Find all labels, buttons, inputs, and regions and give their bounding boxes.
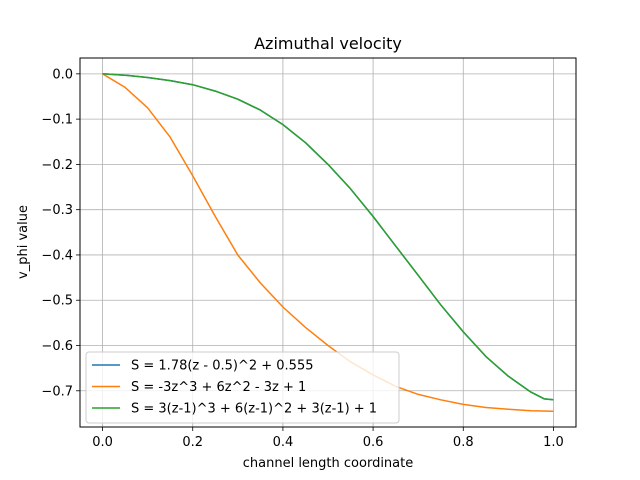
y-tick-label: −0.3 <box>41 203 73 218</box>
y-tick-label: −0.5 <box>41 294 73 309</box>
x-tick-label: 0.2 <box>182 435 203 450</box>
y-tick-label: −0.2 <box>41 158 73 173</box>
x-tick-label: 0.6 <box>363 435 384 450</box>
legend-label-2: S = -3z^3 + 6z^2 - 3z + 1 <box>131 380 306 395</box>
series-lines <box>102 73 554 412</box>
x-tick-label: 0.0 <box>92 435 113 450</box>
legend-label-1: S = 1.78(z - 0.5)^2 + 0.555 <box>131 359 314 374</box>
y-axis-ticks: 0.0 −0.1 −0.2 −0.3 −0.4 −0.5 −0.6 −0.7 <box>41 67 80 399</box>
chart-title: Azimuthal velocity <box>254 34 402 53</box>
x-tick-label: 0.8 <box>453 435 474 450</box>
series-line-3 <box>102 73 554 401</box>
x-tick-label: 1.0 <box>543 435 564 450</box>
x-axis-ticks: 0.0 0.2 0.4 0.6 0.8 1.0 <box>92 427 564 450</box>
series-line-1 <box>102 73 554 401</box>
y-tick-label: −0.6 <box>41 339 73 354</box>
legend-label-3: S = 3(z-1)^3 + 6(z-1)^2 + 3(z-1) + 1 <box>131 402 377 417</box>
y-tick-label: −0.1 <box>41 113 73 128</box>
legend-box <box>85 351 400 424</box>
y-tick-label: −0.7 <box>41 384 73 399</box>
y-tick-label: −0.4 <box>41 248 73 263</box>
series-line-2 <box>102 73 554 412</box>
legend: S = 1.78(z - 0.5)^2 + 0.555 S = -3z^3 + 6… <box>85 351 400 424</box>
plot-frame <box>79 57 577 428</box>
y-axis-label: v_phi value <box>16 205 31 279</box>
x-tick-label: 0.4 <box>273 435 294 450</box>
y-tick-label: 0.0 <box>52 67 73 82</box>
x-axis-label: channel length coordinate <box>243 456 413 471</box>
